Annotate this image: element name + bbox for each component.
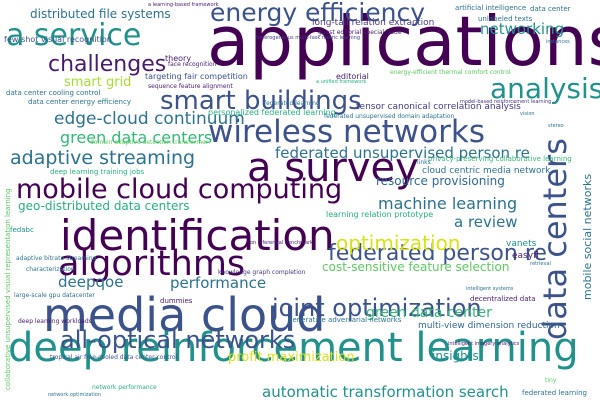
word: vision (520, 111, 535, 117)
word: multi-view dimension reduction (418, 321, 560, 331)
word: network optimization (48, 392, 102, 398)
word: applications (207, 2, 600, 82)
word: collaborative unsupervised visual repres… (4, 188, 12, 390)
word: deep reinforcement learning (8, 325, 579, 371)
word: mobile cloud computing (16, 174, 343, 205)
word: guest editorial special issue (318, 29, 402, 36)
word: joint optimization (272, 294, 482, 322)
word: federated unsupervised domain adaptation (324, 113, 455, 120)
word: data center (530, 5, 571, 13)
word: knowledge graph completion (218, 269, 306, 276)
word: energy-efficient thermal comfort control (390, 69, 511, 76)
word: analysis (490, 72, 600, 105)
word: smart grid (64, 75, 132, 90)
word: network performance (92, 384, 157, 391)
word: federated learning (264, 100, 320, 107)
word: cloud centric media network (422, 166, 551, 176)
word: a unified framework (316, 79, 367, 85)
word: cost-sensitive feature selection (322, 260, 510, 274)
word: federated learning (522, 389, 587, 397)
word: federated unsupervised person re (275, 144, 530, 162)
word: dummies (160, 297, 193, 305)
word: deep learning workloads (18, 318, 92, 325)
word: a survey (247, 145, 419, 191)
word: green data center (366, 305, 492, 321)
word: few-shot visual recognition (4, 35, 112, 44)
word: tensor canonical correlation analysis (356, 102, 521, 112)
word: identification (60, 211, 335, 260)
word: intelligent imagery analytics (448, 341, 520, 347)
word: deep learning training jobs (50, 168, 145, 176)
word: profit maximization (228, 350, 355, 365)
word: editorial (336, 72, 369, 81)
word: a review (454, 213, 518, 231)
word: machine learning (378, 194, 518, 213)
word: domain adaptive detection transformer (90, 139, 209, 146)
word: stereo (548, 123, 564, 129)
word: automatic transformation search (262, 383, 509, 400)
word: sequence feature alignment (148, 83, 233, 90)
word: green data centers (60, 128, 213, 147)
word: artificial intelligence (455, 4, 527, 12)
word: fedabc (10, 226, 34, 234)
word: insights (432, 349, 479, 363)
word: instances (546, 39, 570, 45)
word: geo-distributed data centers (18, 199, 190, 213)
word: a service (6, 18, 142, 53)
word: tiny (545, 377, 557, 384)
word: energy efficiency (210, 0, 426, 27)
word: generative adversarial networks (288, 316, 402, 324)
word: targeting fair competition (145, 72, 248, 81)
word: model-based reinforcement learning (460, 99, 552, 105)
word: easyfl (512, 251, 539, 261)
word: long-tail relation extraction (312, 18, 435, 28)
word: distributed file systems (30, 7, 171, 21)
word: networking (480, 20, 565, 38)
word: decentralized data (470, 295, 536, 303)
word: privacy-preserving collaborative learnin… (428, 155, 572, 163)
word: face recognition (168, 61, 217, 68)
word: large-scale gpu datacenter (14, 292, 95, 299)
word: tropical air free-cooled data center con… (50, 354, 178, 361)
word: intelligent systems (466, 286, 514, 292)
word: vanets (506, 239, 537, 249)
word: deepqoe (58, 273, 124, 291)
word: heterogeneous multi-task metric learning (256, 35, 360, 41)
word: challenges (48, 52, 167, 77)
word: links (417, 159, 431, 166)
word: unlabeled texts (478, 15, 533, 23)
word: adaptive streaming (10, 147, 196, 169)
word: learning relation prototype (326, 210, 434, 219)
word: wireless networks (208, 114, 485, 150)
word: performance (170, 274, 267, 292)
word: personalized federated learning (208, 108, 336, 117)
word: adaptive bitrate streaming (16, 255, 97, 262)
word: mobile social networks (581, 173, 594, 300)
word: smart buildings (160, 86, 362, 116)
word: theory (165, 54, 192, 63)
word: algorithms (58, 244, 246, 284)
word: federated person re (328, 241, 547, 266)
word: optimization (336, 231, 461, 255)
word: a learning-based framework (148, 2, 219, 8)
word: all-optical networks (60, 326, 296, 354)
word: resource provisioning (376, 174, 505, 188)
word: media cloud (43, 288, 326, 342)
word: data center cooling control (6, 89, 101, 97)
word: retrieval (530, 261, 551, 267)
word: edge-cloud continuum (54, 109, 245, 129)
word: characterization (26, 266, 75, 273)
word: data center energy efficiency (28, 98, 131, 106)
word: on inferential benchmark (250, 240, 314, 246)
